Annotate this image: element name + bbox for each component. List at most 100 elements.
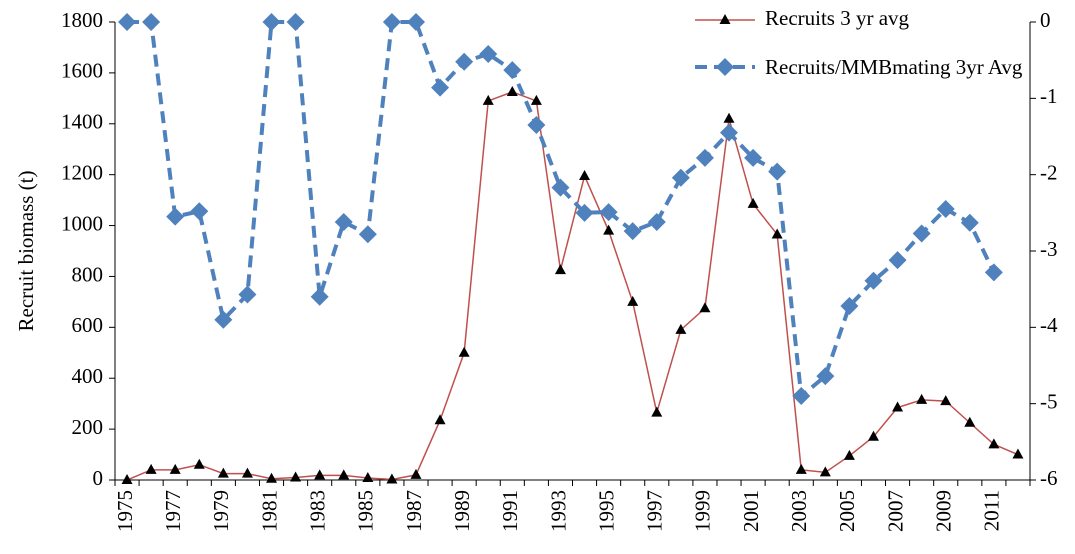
point-marker (816, 367, 835, 386)
point-marker (623, 222, 642, 241)
point-marker (940, 395, 952, 406)
point-marker (142, 13, 161, 31)
x-tick-label: 2003 (787, 490, 811, 532)
x-tick-label: 1983 (305, 490, 329, 532)
point-marker (169, 463, 181, 474)
point-marker (647, 212, 666, 231)
y-tick-label: 0 (93, 466, 104, 490)
point-marker (286, 13, 305, 31)
x-tick-label: 1989 (450, 490, 474, 532)
point-marker (382, 13, 401, 31)
y-tick-label: 400 (72, 364, 104, 388)
point-marker (121, 474, 133, 484)
point-marker (795, 463, 807, 474)
y-tick-label: 1800 (61, 8, 103, 32)
x-tick-label: 1985 (354, 490, 378, 532)
point-marker (964, 416, 976, 427)
point-marker (936, 200, 955, 219)
point-marker (627, 295, 639, 306)
point-marker (551, 178, 570, 197)
point-marker (214, 310, 233, 329)
point-marker (747, 197, 759, 208)
legend-marker (719, 14, 731, 24)
point-marker (912, 224, 931, 243)
point-marker (241, 467, 253, 478)
x-tick-label: 2001 (739, 490, 763, 532)
point-marker (217, 467, 229, 478)
point-marker (190, 202, 209, 221)
point-marker (362, 471, 374, 482)
x-tick-label: 1993 (546, 490, 570, 532)
x-tick-label: 1981 (257, 490, 281, 532)
point-marker (575, 203, 594, 222)
point-marker (843, 449, 855, 460)
x-tick-label: 1975 (113, 490, 137, 532)
point-marker (530, 94, 542, 105)
point-marker (720, 123, 739, 142)
x-tick-label: 1979 (209, 490, 233, 532)
point-marker (867, 430, 879, 441)
point-marker (984, 263, 1003, 282)
y2-tick-label: 0 (1040, 8, 1051, 32)
point-marker (314, 469, 326, 480)
point-marker (310, 287, 329, 306)
point-marker (334, 212, 353, 231)
x-tick-label: 2009 (932, 490, 956, 532)
point-marker (458, 346, 470, 357)
point-marker (479, 45, 498, 64)
point-marker (506, 85, 518, 96)
y2-tick-label: -4 (1040, 313, 1058, 337)
point-marker (118, 13, 137, 31)
y-tick-label: 1000 (61, 211, 103, 235)
point-marker (864, 271, 883, 290)
y2-tick-label: -1 (1040, 84, 1058, 108)
point-marker (744, 148, 763, 167)
y2-tick-label: -2 (1040, 160, 1058, 184)
y-tick-label: 1600 (61, 59, 103, 83)
y-tick-label: 600 (72, 313, 104, 337)
point-marker (771, 228, 783, 239)
point-marker (792, 387, 811, 406)
point-marker (988, 438, 1000, 449)
point-marker (503, 61, 522, 80)
point-marker (266, 472, 278, 483)
point-marker (768, 162, 787, 181)
point-marker (695, 148, 714, 167)
point-marker (840, 296, 859, 315)
point-marker (410, 468, 422, 479)
point-marker (482, 94, 494, 105)
point-marker (358, 225, 377, 244)
point-marker (579, 169, 591, 180)
point-marker (960, 213, 979, 232)
x-tick-label: 2005 (835, 490, 859, 532)
y-tick-label: 1400 (61, 110, 103, 134)
point-marker (599, 203, 618, 222)
y-tick-label: 800 (72, 262, 104, 286)
point-marker (892, 401, 904, 412)
y2-tick-label: -3 (1040, 237, 1058, 261)
point-marker (434, 414, 446, 425)
x-tick-label: 2007 (883, 490, 907, 532)
y-tick-label: 200 (72, 415, 104, 439)
x-tick-label: 1995 (594, 490, 618, 532)
x-tick-label: 1991 (498, 490, 522, 532)
point-marker (145, 463, 157, 474)
legend-label: Recruits 3 yr avg (765, 6, 910, 30)
x-tick-label: 1987 (402, 490, 426, 532)
y-tick-label: 1200 (61, 160, 103, 184)
point-marker (916, 393, 928, 404)
x-tick-label: 2011 (980, 490, 1004, 531)
point-marker (238, 285, 257, 304)
y2-tick-label: -6 (1040, 466, 1058, 490)
point-marker (699, 302, 711, 313)
y-axis-title: Recruit biomass (t) (14, 171, 38, 332)
point-marker (262, 13, 281, 31)
point-marker (723, 112, 735, 123)
point-marker (671, 168, 690, 187)
point-marker (819, 466, 831, 477)
point-marker (193, 458, 205, 469)
point-marker (651, 406, 663, 417)
point-marker (290, 471, 302, 482)
point-marker (554, 264, 566, 275)
